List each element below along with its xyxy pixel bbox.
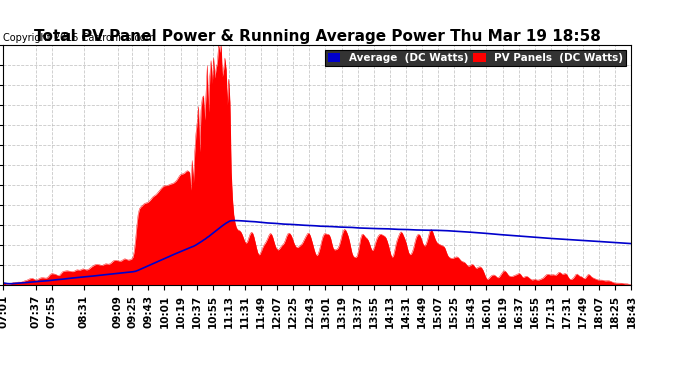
Title: Total PV Panel Power & Running Average Power Thu Mar 19 18:58: Total PV Panel Power & Running Average P… (34, 29, 601, 44)
Text: Copyright 2015 Cartronics.com: Copyright 2015 Cartronics.com (3, 33, 155, 43)
Legend: Average  (DC Watts), PV Panels  (DC Watts): Average (DC Watts), PV Panels (DC Watts) (324, 50, 626, 66)
